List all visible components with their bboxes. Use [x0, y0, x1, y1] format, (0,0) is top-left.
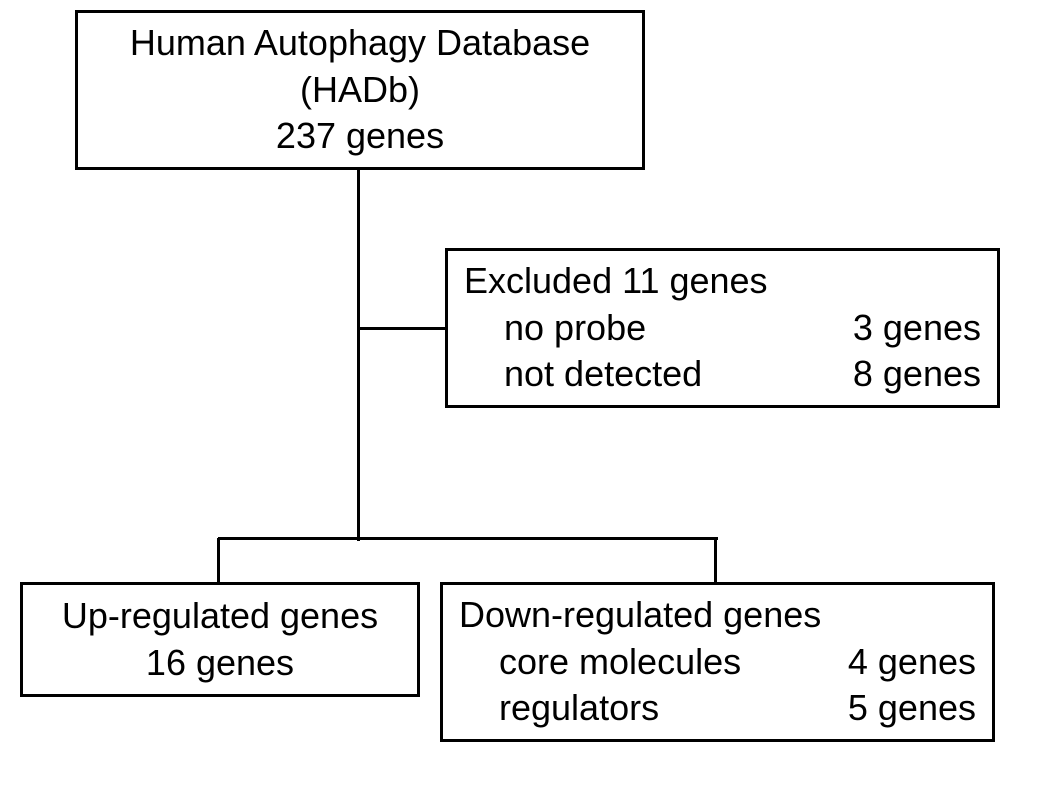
excluded-row-1-label: no probe: [464, 305, 646, 352]
root-line-1: Human Autophagy Database: [130, 20, 590, 67]
down-row-2-label: regulators: [459, 685, 659, 732]
down-row-1-value: 4 genes: [848, 639, 976, 686]
connector-4: [217, 538, 220, 585]
root-line-3: 237 genes: [276, 113, 444, 160]
connector-0: [357, 170, 360, 331]
connector-1: [358, 327, 448, 330]
root-line-2: (HADb): [300, 67, 420, 114]
node-excluded: Excluded 11 genes no probe 3 genes not d…: [445, 248, 1000, 408]
down-title: Down-regulated genes: [459, 592, 821, 639]
down-row-1-label: core molecules: [459, 639, 741, 686]
up-line-2: 16 genes: [146, 640, 294, 687]
down-row-1: core molecules 4 genes: [459, 639, 976, 686]
node-up-regulated: Up-regulated genes 16 genes: [20, 582, 420, 697]
down-row-2: regulators 5 genes: [459, 685, 976, 732]
excluded-title: Excluded 11 genes: [464, 258, 768, 305]
connector-3: [218, 537, 718, 540]
excluded-row-2-value: 8 genes: [853, 351, 981, 398]
node-down-regulated: Down-regulated genes core molecules 4 ge…: [440, 582, 995, 742]
excluded-row-2-label: not detected: [464, 351, 702, 398]
connector-5: [714, 538, 717, 585]
down-row-2-value: 5 genes: [848, 685, 976, 732]
excluded-row-2: not detected 8 genes: [464, 351, 981, 398]
node-root: Human Autophagy Database (HADb) 237 gene…: [75, 10, 645, 170]
excluded-row-1: no probe 3 genes: [464, 305, 981, 352]
up-line-1: Up-regulated genes: [62, 593, 378, 640]
excluded-row-1-value: 3 genes: [853, 305, 981, 352]
connector-2: [357, 328, 360, 541]
